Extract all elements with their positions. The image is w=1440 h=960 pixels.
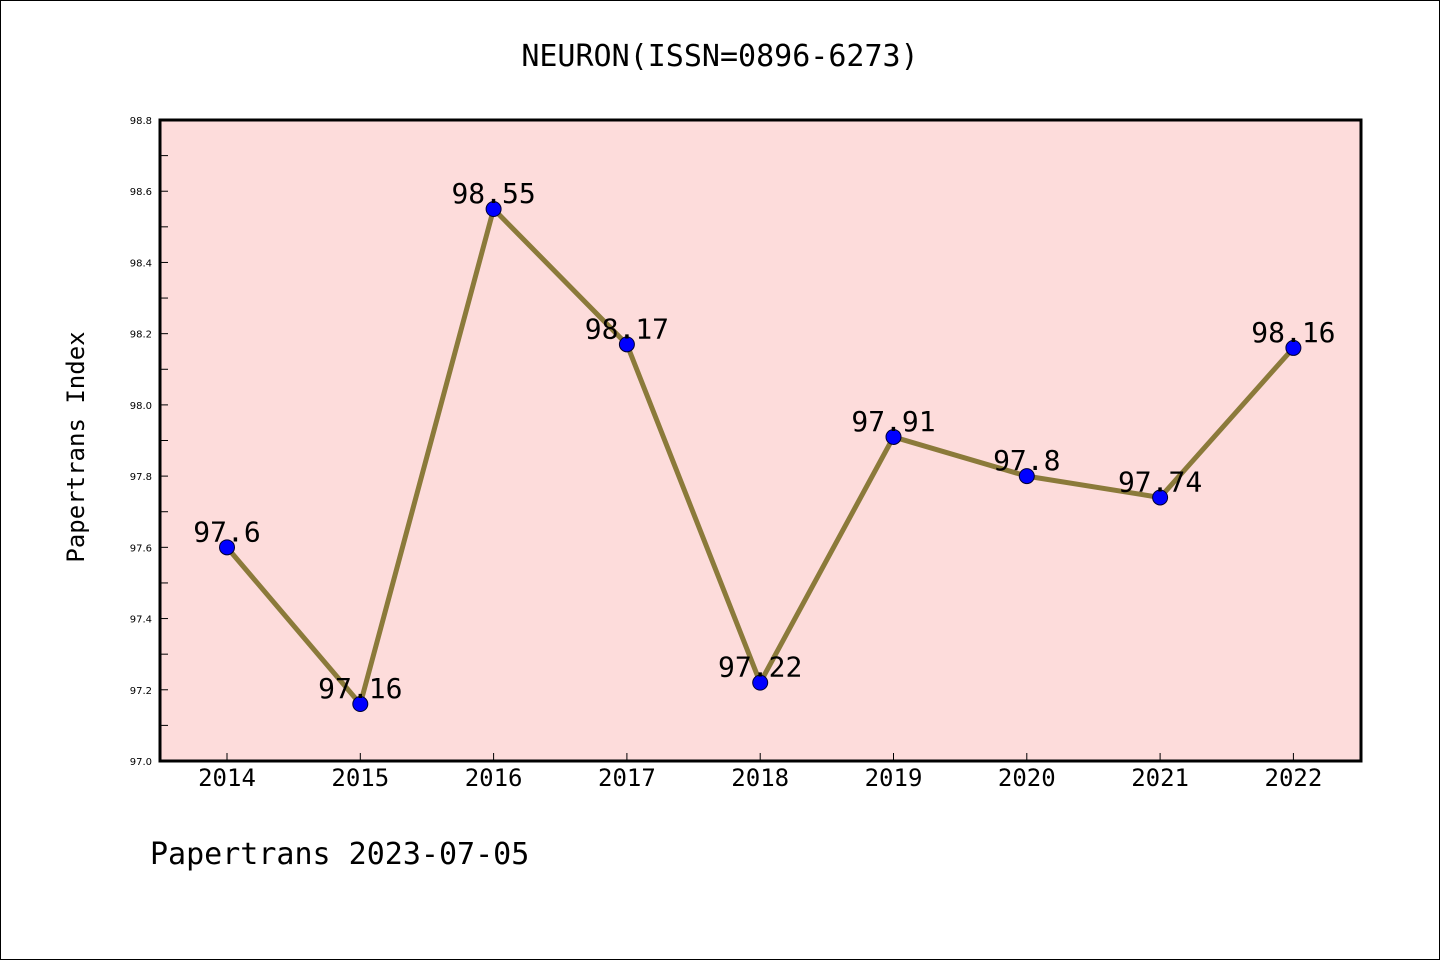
- y-tick-label: 97.2: [130, 686, 152, 697]
- y-tick-label: 97.8: [130, 472, 152, 483]
- x-tick-label: 2016: [465, 764, 523, 792]
- data-point-marker: [219, 539, 235, 556]
- plot-border: [158, 118, 1363, 763]
- data-label: 97.16: [318, 672, 402, 705]
- x-tick-label: 2015: [331, 764, 389, 792]
- y-tick-label: 98.4: [130, 258, 152, 269]
- plot-area: [160, 120, 1361, 761]
- data-label: 97.91: [851, 405, 935, 438]
- data-point-marker: [1285, 339, 1302, 356]
- x-tick-label: 2014: [198, 764, 256, 792]
- x-tick-label: 2018: [731, 764, 789, 792]
- data-point-marker: [352, 696, 369, 713]
- data-point-marker: [752, 674, 769, 691]
- data-label-group: 97.6 97.16 98.55 98.17 97.22 97.91 97.8 97.74 98…: [193, 177, 1335, 705]
- y-tick-label: 97.4: [130, 615, 152, 626]
- y-tick-label: 98.6: [130, 187, 152, 198]
- data-label: 97.74: [1118, 465, 1202, 498]
- footer-text: Papertrans 2023-07-05: [150, 837, 529, 872]
- x-tick-label: 2022: [1265, 764, 1323, 792]
- data-label: 97.22: [718, 651, 802, 684]
- data-label: 98.17: [585, 312, 669, 345]
- y-tick-label: 98.2: [130, 330, 152, 341]
- x-tick-label: 2021: [1131, 764, 1189, 792]
- x-axis-ticks: 2014 2015 2016 2017 2018 2019 2020 2021 2022: [198, 753, 1322, 792]
- data-label: 98.55: [451, 177, 535, 210]
- y-tick-label: 98.8: [130, 116, 152, 127]
- data-label: 98.16: [1251, 316, 1335, 349]
- x-tick-label: 2020: [998, 764, 1056, 792]
- data-point-marker: [1018, 468, 1035, 485]
- data-point-marker: [485, 201, 502, 218]
- data-point-marker: [1152, 489, 1169, 506]
- data-label: 97.8: [993, 444, 1060, 477]
- data-label: 97.6: [193, 515, 260, 548]
- x-tick-label: 2017: [598, 764, 656, 792]
- data-point-marker: [885, 428, 902, 445]
- y-tick-label: 97.6: [130, 543, 152, 554]
- chart-title: NEURON(ISSN=0896-6273): [521, 39, 918, 74]
- y-tick-label: 97.0: [130, 757, 152, 768]
- x-tick-label: 2019: [865, 764, 923, 792]
- marker-group: [219, 201, 1302, 713]
- data-point-marker: [618, 336, 635, 353]
- y-tick-label: 98.0: [130, 401, 152, 412]
- y-axis-label: Papertrans Index: [62, 331, 90, 562]
